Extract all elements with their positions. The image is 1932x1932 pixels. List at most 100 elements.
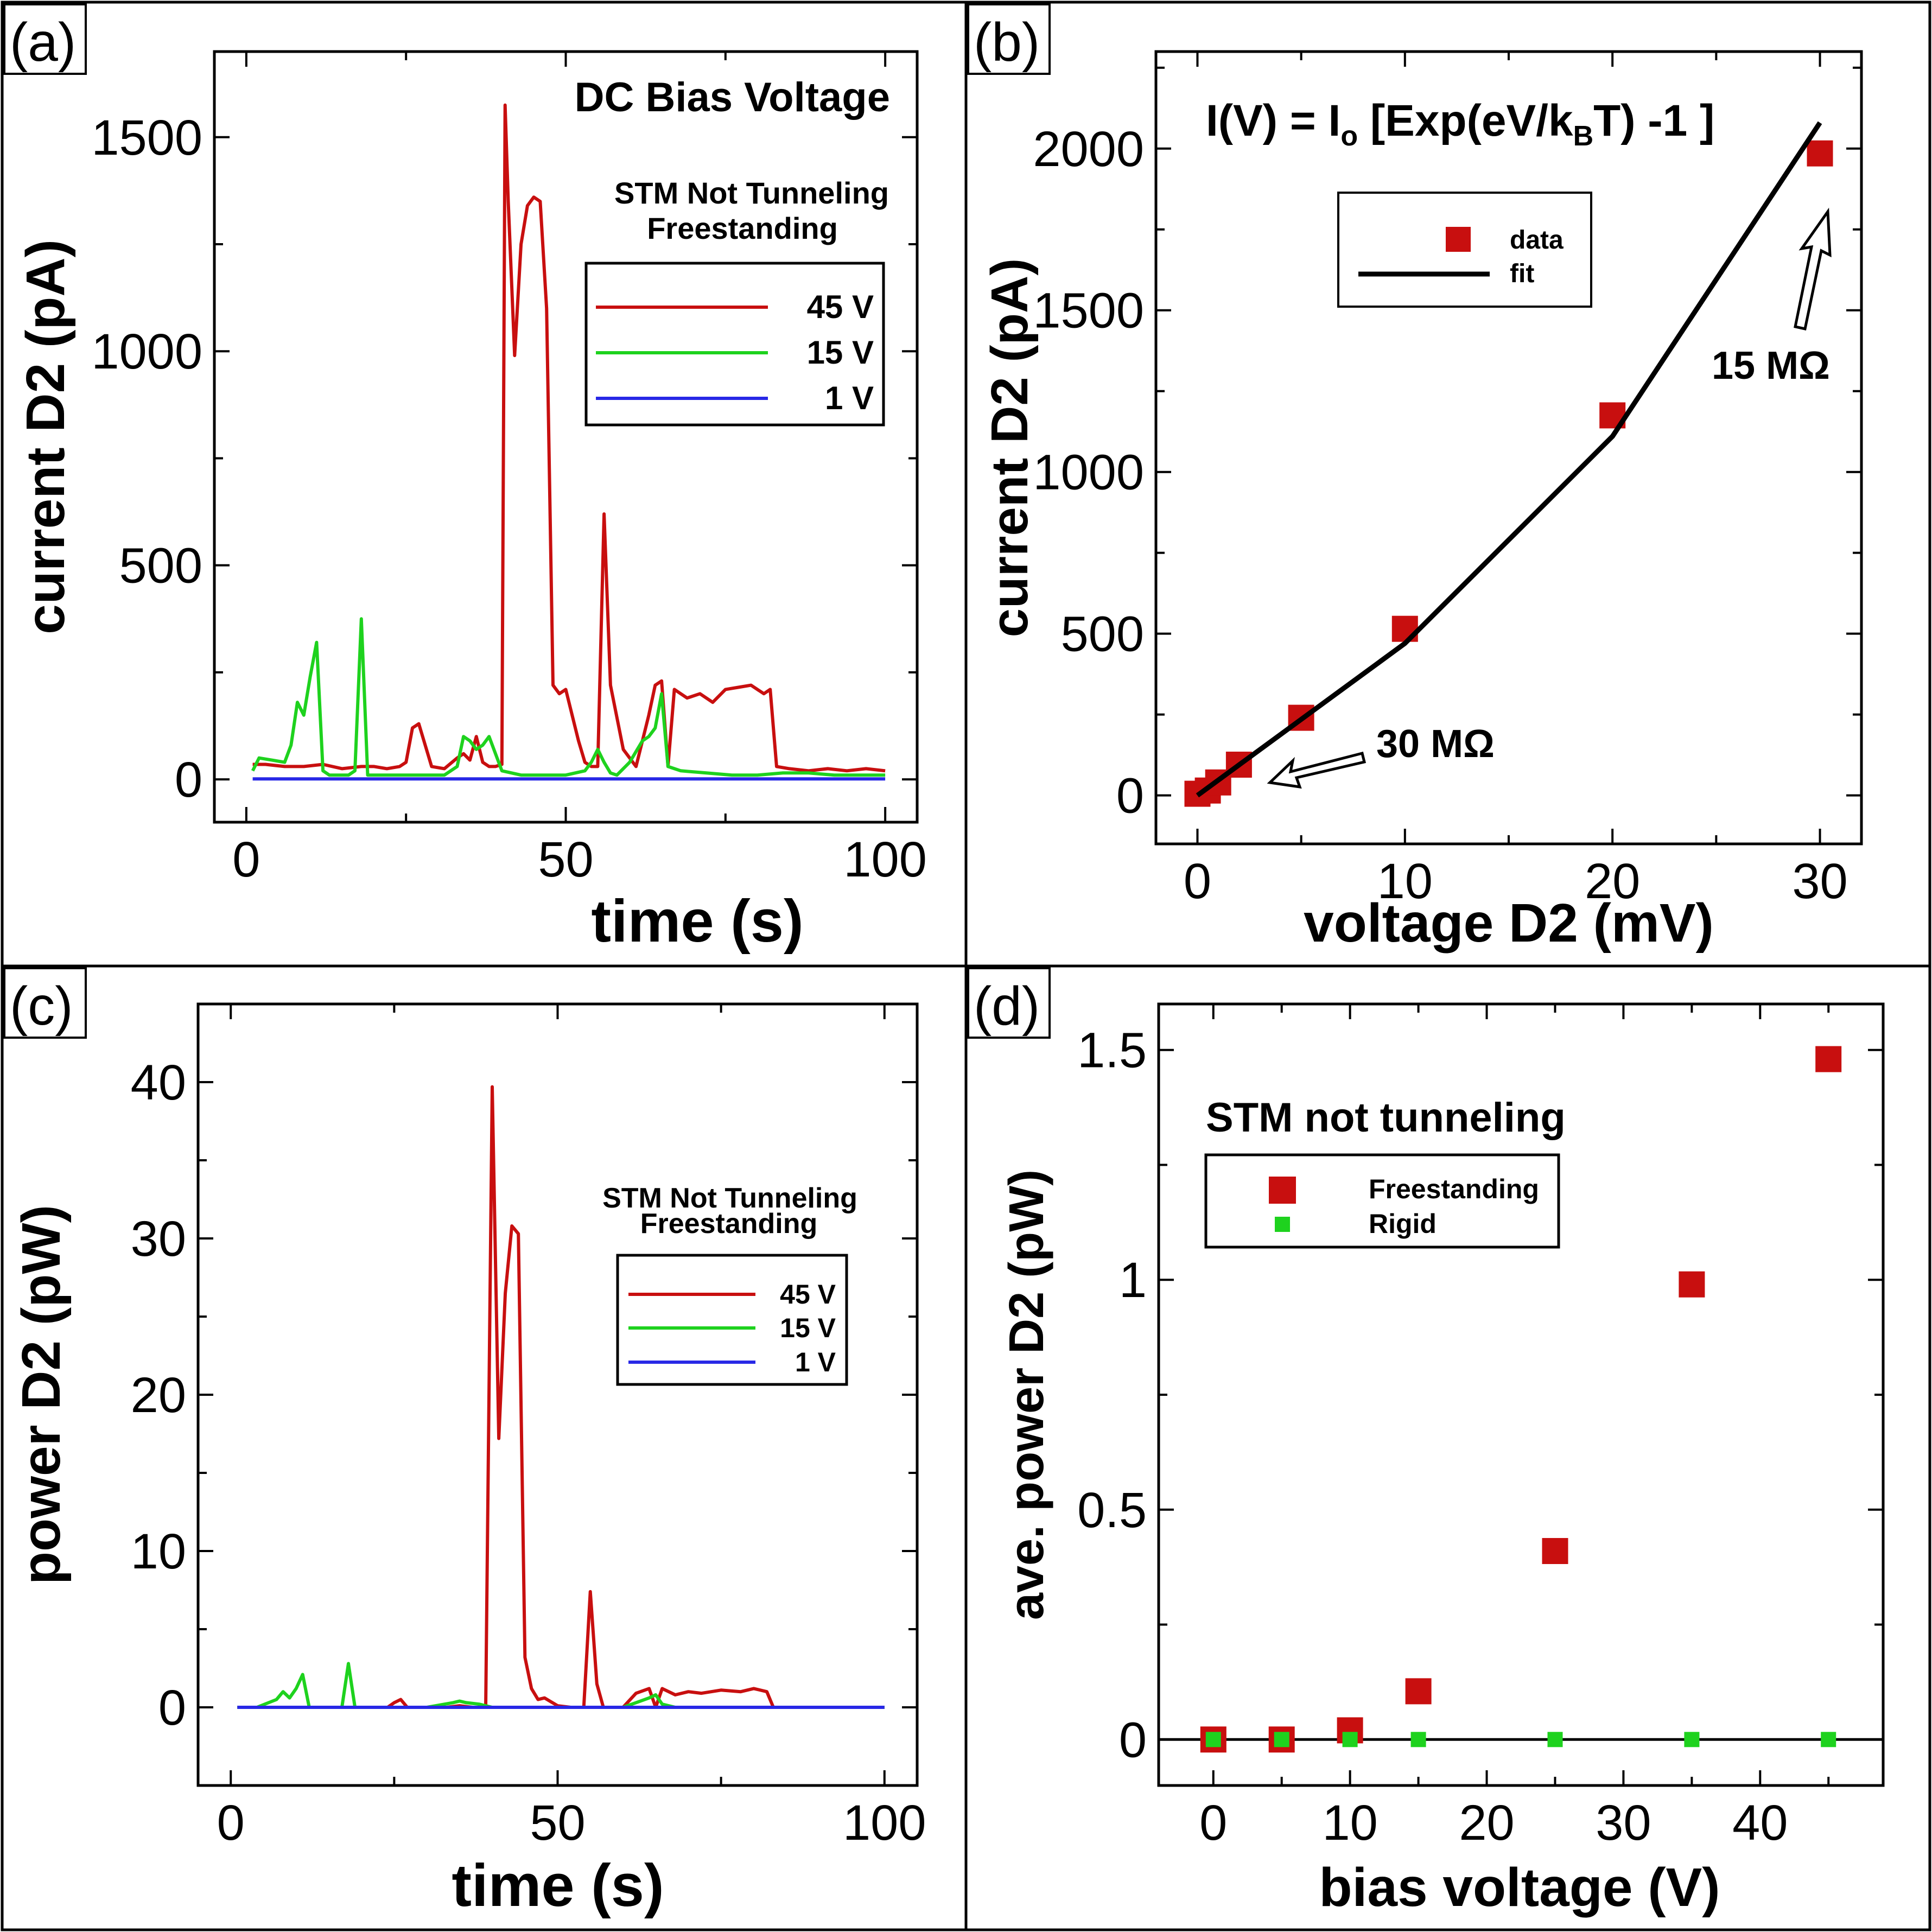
legend-label-1v-a: 1 V	[825, 380, 874, 416]
legend-label-fit-b: fit	[1510, 259, 1534, 288]
y-tick-label: 1500	[91, 110, 202, 166]
chart-panel-c: 0 50 100 0 10 20 30 40 time (s) power D2 (pW)	[11, 1002, 926, 1919]
panel-tag-d: (d)	[974, 976, 1040, 1037]
legend-label-freestanding-d: Freestanding	[1369, 1174, 1539, 1204]
x-tick-label: 30	[1596, 1795, 1651, 1851]
series-line-fit-top	[1196, 121, 1822, 798]
x-tick-label: 0	[217, 1795, 245, 1851]
annotation-stm-not-tunneling-c: STM Not Tunneling	[602, 1183, 857, 1214]
legend-label-15v-a: 15 V	[807, 334, 874, 371]
y-tick-label: 10	[131, 1524, 186, 1579]
legend-a: 45 V 15 V 1 V	[584, 262, 885, 427]
y-axis-label: current D2 (pA)	[981, 258, 1039, 638]
y-axis-label: power D2 (pW)	[11, 1205, 72, 1585]
y-tick-label: 1000	[91, 324, 202, 379]
legend-label-1v-c: 1 V	[795, 1347, 836, 1377]
legend-b: data fit	[1337, 192, 1592, 308]
y-tick-label: 1	[1119, 1253, 1147, 1308]
x-axis-label: voltage D2 (mV)	[1304, 893, 1714, 954]
equation-sub-b: B	[1573, 120, 1594, 152]
x-tick-label: 100	[843, 832, 927, 887]
y-axis-label: current D2 (pA)	[15, 239, 76, 634]
x-tick-label: 30	[1792, 854, 1847, 909]
legend-swatch-data-b	[1446, 227, 1471, 252]
x-axis-label: bias voltage (V)	[1319, 1857, 1720, 1918]
x-tick-label: 20	[1585, 854, 1640, 909]
legend-d: Freestanding Rigid	[1204, 1153, 1560, 1249]
x-tick-label: 50	[538, 832, 593, 887]
equation-main: I(V) = I	[1206, 96, 1340, 145]
y-tick-label: 40	[131, 1055, 186, 1110]
annotation-freestanding-c: Freestanding	[640, 1208, 818, 1240]
x-axis-label: time (s)	[591, 888, 803, 955]
x-axis-label: time (s)	[452, 1852, 664, 1919]
y-tick-label: 500	[119, 538, 203, 594]
legend-label-15v-c: 15 V	[780, 1313, 836, 1343]
data-point-rigid	[1342, 1732, 1358, 1747]
data-point-freestanding	[1542, 1538, 1568, 1564]
annotation-freestanding-a: Freestanding	[647, 211, 838, 245]
legend-c: 45 V 15 V 1 V	[616, 1254, 848, 1386]
y-tick-label: 0	[1116, 768, 1144, 824]
data-point-rigid	[1547, 1732, 1563, 1747]
data-point-data	[1391, 615, 1418, 642]
data-point-rigid	[1684, 1732, 1700, 1747]
panel-tag-a: (a)	[10, 12, 76, 73]
y-tick-label: 0	[175, 752, 202, 808]
y-tick-label: 0	[1119, 1712, 1147, 1768]
data-point-rigid	[1205, 1732, 1221, 1747]
y-tick-label: 1.5	[1077, 1023, 1147, 1078]
data-point-rigid	[1410, 1732, 1426, 1747]
annotation-dc-bias: DC Bias Voltage	[575, 74, 890, 120]
panel-tag-c: (c)	[10, 976, 73, 1037]
y-tick-label: 20	[131, 1368, 186, 1423]
x-tick-label: 0	[1199, 1795, 1227, 1851]
data-point-data	[1807, 140, 1833, 167]
equation-end: T) -1 ]	[1593, 96, 1714, 145]
equation-sub-o: o	[1340, 120, 1358, 152]
series-line-15v	[251, 617, 886, 777]
y-tick-label: 1000	[1033, 445, 1144, 500]
annotation-stm-not-tunneling-a: STM Not Tunneling	[614, 176, 889, 210]
data-point-rigid	[1821, 1732, 1836, 1747]
x-tick-label: 20	[1459, 1795, 1514, 1851]
series-line-45v	[252, 103, 886, 773]
x-tick-label: 10	[1322, 1795, 1377, 1851]
annotation-stm-not-tunneling-d: STM not tunneling	[1206, 1095, 1566, 1141]
chart-panel-b: 0 10 20 30 0 500 1000 1500 2000 voltage D2 (mV) cu…	[981, 50, 1863, 954]
data-point-rigid	[1274, 1732, 1289, 1747]
data-point-freestanding	[1405, 1678, 1432, 1705]
x-tick-label: 0	[1184, 854, 1211, 909]
arrow-30mohm-icon	[1267, 751, 1367, 789]
x-tick-label: 0	[232, 832, 260, 887]
arrow-15mohm-icon	[1794, 207, 1832, 331]
legend-label-data-b: data	[1510, 226, 1564, 255]
x-tick-label: 50	[530, 1795, 585, 1851]
y-tick-label: 500	[1061, 607, 1145, 662]
x-tick-label: 10	[1377, 854, 1433, 909]
legend-label-45v-c: 45 V	[780, 1279, 836, 1310]
y-tick-label: 0.5	[1077, 1483, 1147, 1538]
y-tick-label: 0	[158, 1680, 186, 1736]
y-tick-label: 2000	[1033, 122, 1144, 177]
annotation-15mohm: 15 MΩ	[1712, 344, 1830, 387]
equation-mid: [Exp(eV/k	[1358, 96, 1573, 145]
legend-swatch-rigid-d	[1275, 1217, 1290, 1232]
legend-label-rigid-d: Rigid	[1369, 1209, 1437, 1239]
equation-b: I(V) = Io [Exp(eV/kBT) -1 ]	[1206, 96, 1714, 152]
legend-swatch-freestanding-d	[1269, 1177, 1296, 1204]
x-tick-label: 40	[1732, 1795, 1788, 1851]
panel-tag-b: (b)	[974, 12, 1040, 73]
annotation-30mohm: 30 MΩ	[1376, 722, 1495, 766]
chart-panel-d: 0 10 20 30 40 0 0.5 1 1.5 bias voltage (V) ave. po…	[1000, 1002, 1885, 1918]
y-tick-label: 30	[131, 1211, 186, 1267]
series-line-45v	[237, 1085, 885, 1709]
data-point-freestanding	[1679, 1271, 1705, 1298]
y-axis-label: ave. power D2 (pW)	[1000, 1170, 1054, 1620]
panel-frame-d	[964, 964, 1931, 1931]
y-tick-label: 1500	[1033, 283, 1144, 339]
data-point-freestanding	[1815, 1046, 1842, 1072]
legend-label-45v-a: 45 V	[807, 289, 874, 325]
